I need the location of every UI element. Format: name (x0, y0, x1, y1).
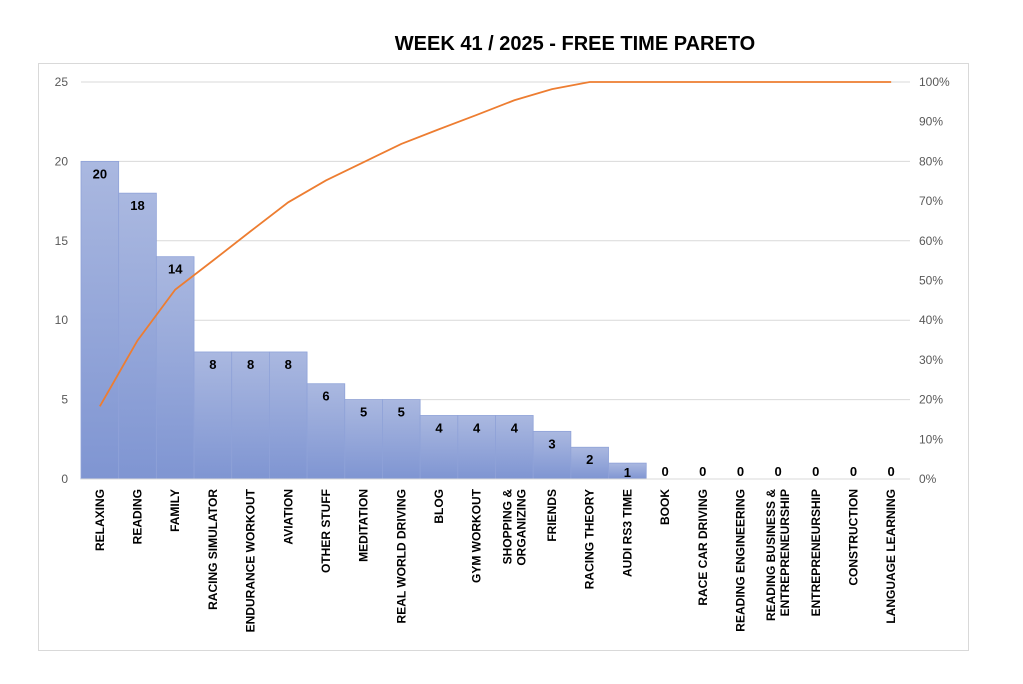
data-label: 1 (624, 465, 631, 480)
y-left-tick-label: 5 (61, 393, 68, 407)
category-label: OTHER STUFF (319, 489, 333, 573)
bar (457, 415, 496, 480)
data-label: 8 (247, 357, 254, 372)
category-label: ENTREPRENEURSHIP (809, 489, 823, 616)
bar (306, 383, 346, 480)
category-label: READING ENGINEERING (733, 489, 747, 632)
data-label: 0 (888, 464, 895, 479)
cumulative-line-series (99, 81, 892, 407)
data-label: 0 (737, 464, 744, 479)
category-label: MEDITATION (357, 489, 371, 562)
chart-area-border (38, 63, 969, 651)
bar (495, 415, 534, 480)
category-label: BLOG (432, 489, 446, 524)
bar (118, 192, 157, 480)
data-label: 2 (586, 452, 593, 467)
data-label: 8 (285, 357, 292, 372)
y-left-tick-label: 15 (55, 234, 69, 248)
category-label: READING BUSINESS &ENTREPRENEURSHIP (764, 489, 792, 621)
cumulative-percent-line (99, 81, 892, 407)
y-right-tick-label: 10% (919, 432, 943, 446)
category-label: FAMILY (168, 489, 182, 532)
y-right-tick-label: 30% (919, 353, 943, 367)
category-label: BOOK (658, 489, 672, 525)
data-label: 4 (473, 420, 481, 435)
category-label: RACE CAR DRIVING (696, 489, 710, 606)
bar (570, 446, 609, 480)
data-label: 6 (322, 389, 329, 404)
data-label: 20 (93, 166, 107, 181)
data-label: 18 (130, 198, 144, 213)
data-label: 5 (360, 405, 367, 420)
category-label: AVIATION (281, 489, 295, 545)
y-right-tick-label: 70% (919, 194, 943, 208)
bar (80, 160, 120, 480)
data-label: 4 (511, 420, 519, 435)
category-label: CONSTRUCTION (846, 489, 860, 586)
y-right-tick-label: 50% (919, 274, 943, 288)
data-label: 4 (435, 420, 443, 435)
category-label: READING (131, 489, 145, 544)
category-label: RELAXING (93, 489, 107, 551)
data-label: 8 (209, 357, 216, 372)
data-label: 0 (850, 464, 857, 479)
data-label: 3 (548, 436, 555, 451)
data-label: 14 (168, 262, 183, 277)
y-right-tick-label: 80% (919, 154, 943, 168)
category-label: LANGUAGE LEARNING (884, 489, 898, 624)
category-label: RACING SIMULATOR (206, 489, 220, 610)
data-label: 0 (699, 464, 706, 479)
y-right-tick-label: 100% (919, 75, 950, 89)
category-label: GYM WORKOUT (470, 488, 484, 583)
y-left-tick-label: 20 (55, 154, 69, 168)
y-left-tick-label: 0 (61, 472, 68, 486)
y-right-tick-label: 0% (919, 472, 937, 486)
data-label: 5 (398, 405, 405, 420)
bar (269, 351, 308, 480)
axes: 05101520250%10%20%30%40%50%60%70%80%90%1… (55, 75, 950, 632)
bar (344, 399, 383, 480)
category-label: RACING THEORY (583, 489, 597, 589)
chart-title: WEEK 41 / 2025 - FREE TIME PARETO (394, 33, 756, 55)
data-label: 0 (774, 464, 781, 479)
data-labels: 20 18 14 8 8 8 6 5 5 4 4 4 3 2 1 0 0 0 0 0 0 0 (93, 166, 895, 480)
category-label: REAL WORLD DRIVING (394, 489, 408, 623)
category-label: ENDURANCE WORKOUT (244, 488, 258, 632)
y-right-tick-label: 40% (919, 313, 943, 327)
y-left-tick-label: 25 (55, 75, 69, 89)
y-right-tick-label: 20% (919, 393, 943, 407)
y-left-tick-label: 10 (55, 313, 69, 327)
bar-series (80, 160, 647, 480)
data-label: 0 (661, 464, 668, 479)
category-label: SHOPPING &ORGANIZING (500, 489, 528, 566)
y-right-tick-label: 90% (919, 115, 943, 129)
category-label: AUDI RS3 TIME (620, 489, 634, 577)
y-right-tick-label: 60% (919, 234, 943, 248)
data-label: 0 (812, 464, 819, 479)
category-label: FRIENDS (545, 489, 559, 542)
